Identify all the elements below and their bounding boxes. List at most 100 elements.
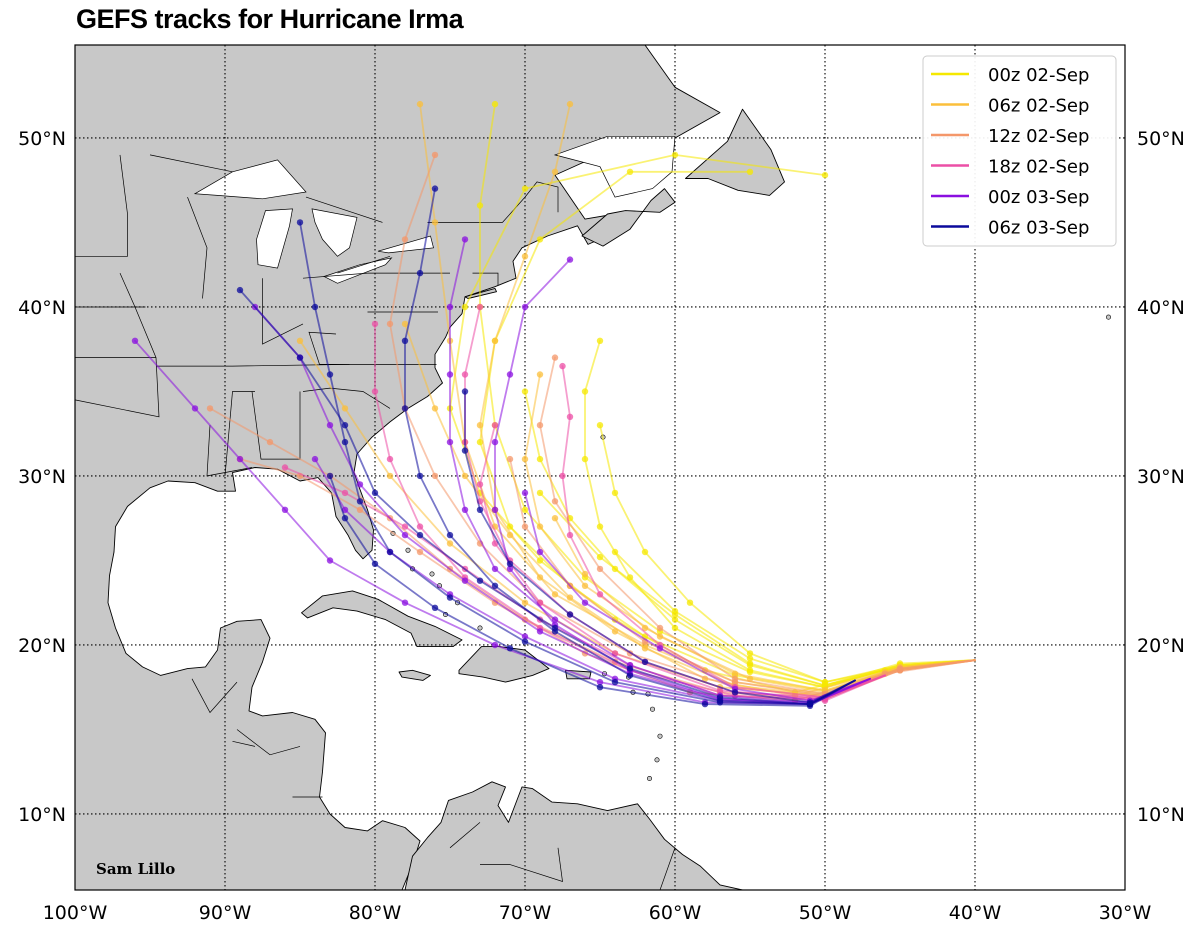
track-point	[341, 405, 349, 412]
track-point	[401, 531, 409, 539]
south-america-land	[404, 781, 743, 890]
track-point	[491, 337, 499, 344]
track-point	[476, 422, 484, 429]
track-point	[371, 560, 379, 567]
legend-label: 18z 02-Sep	[988, 157, 1089, 178]
track-point	[521, 599, 529, 606]
track-point	[296, 219, 304, 226]
track-point	[341, 489, 349, 497]
track-point	[416, 531, 424, 539]
lat-tick-label-right: 10°N	[1137, 804, 1185, 826]
track-point	[371, 489, 379, 497]
track-point	[326, 557, 334, 564]
track-point	[461, 303, 469, 311]
track-point	[131, 337, 139, 344]
track-point	[446, 531, 454, 539]
track-point	[461, 472, 469, 480]
track-point	[596, 684, 604, 691]
track-line	[614, 551, 976, 683]
track-point	[506, 645, 514, 652]
track-point	[431, 151, 439, 159]
border-line	[659, 847, 676, 890]
track-point	[521, 455, 529, 463]
track-point	[461, 236, 469, 243]
border-line	[262, 278, 304, 345]
track-point	[491, 540, 499, 547]
track-point	[896, 665, 904, 672]
track-point	[806, 700, 814, 708]
track-point	[506, 455, 514, 463]
lon-tick-label: 90°W	[199, 902, 252, 924]
track-point	[581, 388, 589, 395]
cuba-island	[301, 590, 463, 648]
track-point	[521, 303, 529, 311]
lon-tick-label: 30°W	[1099, 902, 1152, 924]
track-point	[559, 362, 566, 370]
track-point	[551, 168, 559, 175]
track-point	[461, 506, 469, 513]
map-title: GEFS tracks for Hurricane Irma	[76, 4, 464, 34]
border-line	[156, 364, 437, 367]
track-point	[326, 371, 334, 378]
border-line	[472, 272, 499, 285]
tick-labels: 100°W 90°W 80°W 70°W 60°W 50°W 40°W 30°W 10°N 10°…	[18, 128, 1185, 924]
track-point	[566, 256, 574, 263]
track-point	[476, 202, 484, 209]
border-line	[302, 272, 368, 279]
track-point	[236, 455, 244, 463]
track-point	[641, 624, 649, 632]
track-point	[596, 678, 604, 686]
track-point	[401, 599, 409, 606]
forecast-tracks	[131, 100, 976, 709]
legend-label: 06z 03-Sep	[988, 218, 1089, 239]
track-point	[446, 438, 454, 446]
track-point	[701, 700, 709, 708]
track-point	[746, 655, 754, 662]
track-point	[386, 455, 394, 463]
border-line	[308, 331, 350, 365]
track-point	[821, 171, 829, 179]
track-point	[476, 438, 484, 446]
track-point	[551, 515, 559, 522]
plot-frame	[74, 44, 1126, 891]
track-point	[596, 565, 604, 573]
track-point	[461, 447, 469, 454]
track-point	[596, 337, 604, 344]
track-point	[551, 498, 559, 505]
track-point	[491, 422, 499, 429]
track-point	[341, 438, 349, 446]
track-point	[746, 660, 754, 667]
border-line	[191, 678, 238, 714]
track-point	[566, 611, 574, 618]
track-point	[581, 570, 589, 578]
track-point	[296, 354, 304, 361]
track-point	[551, 616, 559, 623]
track-point	[551, 591, 559, 598]
track-point	[386, 548, 394, 556]
track-point	[611, 678, 619, 686]
track-point	[716, 694, 724, 701]
track-point	[446, 540, 454, 547]
track-point	[416, 523, 424, 530]
track-point	[536, 574, 544, 581]
track-point	[341, 422, 349, 429]
track-point	[731, 675, 739, 682]
track-point	[656, 645, 664, 652]
track-point	[416, 472, 424, 480]
border-line	[480, 847, 563, 883]
border-line	[75, 272, 160, 418]
track-point	[191, 405, 199, 412]
lon-tick-label: 80°W	[349, 902, 402, 924]
track-point	[296, 337, 304, 344]
track-point	[536, 455, 544, 463]
legend-label: 00z 03-Sep	[988, 187, 1089, 208]
track-point	[446, 371, 454, 378]
track-point	[559, 472, 566, 480]
track-point	[311, 303, 319, 311]
track-point	[521, 185, 529, 192]
track-point	[626, 168, 634, 175]
lat-tick-label-left: 10°N	[18, 804, 66, 826]
track-line	[404, 187, 856, 705]
track-point	[566, 531, 574, 539]
track-point	[386, 472, 394, 480]
